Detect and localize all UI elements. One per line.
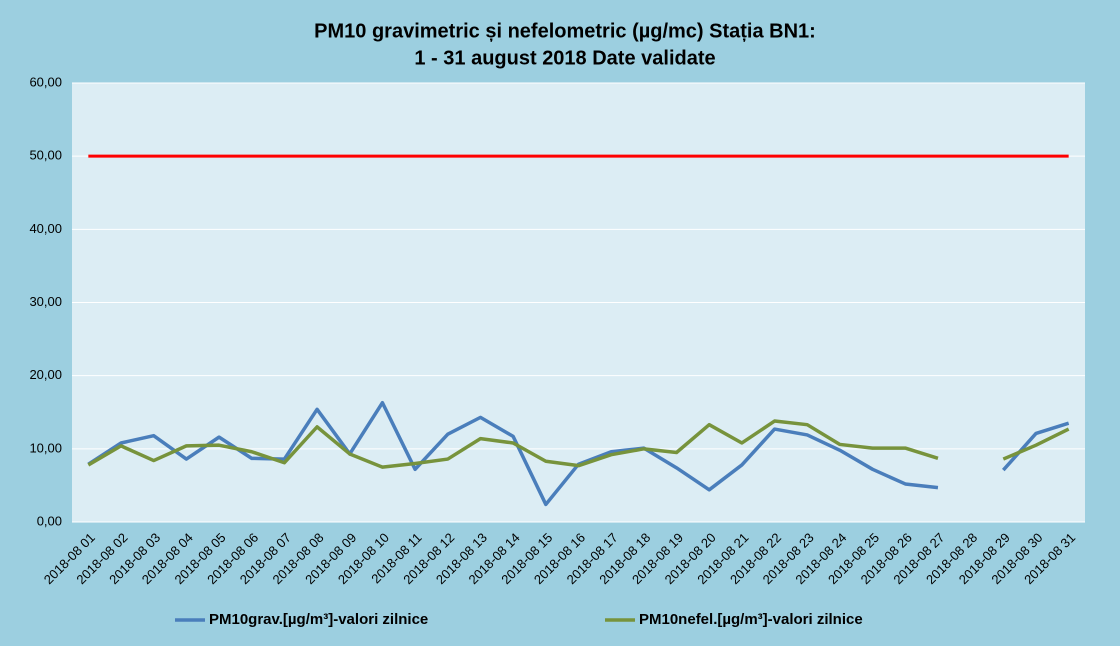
series-line [87,419,1070,469]
y-tick-label: 60,00 [29,74,62,89]
series-line [87,400,1070,507]
y-tick-label: 0,00 [37,513,62,528]
y-tick-label: 30,00 [29,294,62,309]
legend-label: PM10grav.[µg/m³]-valori zilnice [209,611,428,628]
y-tick-label: 50,00 [29,148,62,163]
legend-label: PM10nefel.[µg/m³]-valori zilnice [639,611,863,628]
y-tick-label: 40,00 [29,221,62,236]
y-tick-label: 10,00 [29,440,62,455]
y-tick-label: 20,00 [29,367,62,382]
chart-title: 1 - 31 august 2018 Date validate [414,47,715,69]
chart-title: PM10 gravimetric și nefelometric (µg/mc)… [314,20,816,42]
